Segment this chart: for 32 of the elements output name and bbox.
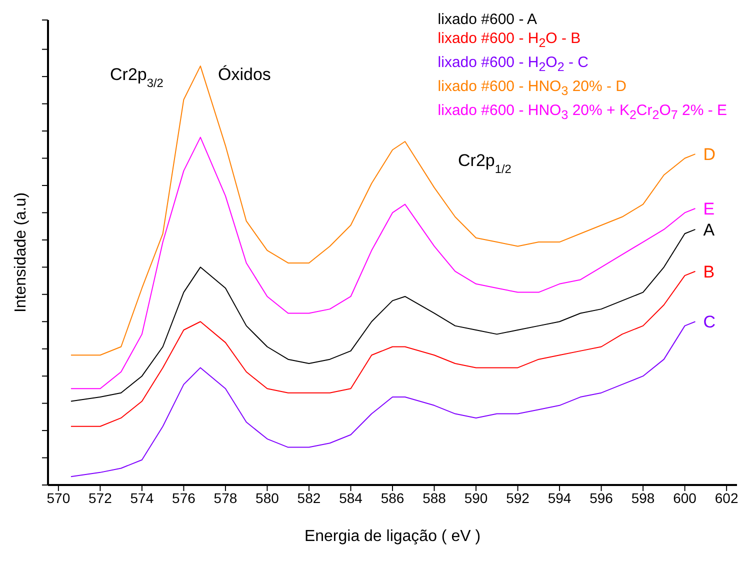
annotation: E xyxy=(703,200,715,219)
x-tick-label: 598 xyxy=(631,490,655,506)
x-tick-label: 584 xyxy=(339,490,363,506)
annotation: Óxidos xyxy=(218,65,271,84)
x-tick-label: 586 xyxy=(380,490,404,506)
text: lixado #600 - HNO$_{3}$ 20% - D xyxy=(438,77,628,100)
x-tick-label: 572 xyxy=(88,490,112,506)
y-axis-title: Intensidade (a.u) xyxy=(12,192,30,313)
annotation: Cr2p$_{3/2}$ xyxy=(110,65,164,90)
x-tick-label: 602 xyxy=(714,490,738,506)
x-tick-label: 580 xyxy=(256,490,280,506)
x-tick-label: 582 xyxy=(297,490,321,506)
x-tick-label: 600 xyxy=(673,490,697,506)
annotation: Cr2p$_{1/2}$ xyxy=(458,151,512,176)
text: lixado #600 - H$_{2}$O - B xyxy=(438,29,582,52)
x-tick-label: 590 xyxy=(464,490,488,506)
x-tick-label: 592 xyxy=(506,490,530,506)
x-axis-title: Energia de ligação ( eV ) xyxy=(304,528,481,545)
annotation: A xyxy=(703,220,716,240)
text: lixado #600 - H$_{2}$O$_{2}$ - C xyxy=(438,53,590,76)
annotation: D xyxy=(703,145,716,164)
x-tick-label: 596 xyxy=(590,490,614,506)
x-tick-label: 588 xyxy=(422,490,446,506)
x-tick-label: 576 xyxy=(172,490,196,506)
x-tick-label: 594 xyxy=(548,490,572,506)
x-tick-label: 570 xyxy=(46,490,70,506)
text: lixado #600 - HNO$_{3}$ 20% + K$_{2}$Cr$_{2}$O$_{7}$ 2% - E xyxy=(438,102,727,122)
annotation: B xyxy=(703,262,715,282)
x-tick-label: 574 xyxy=(130,490,154,506)
x-tick-label: 578 xyxy=(214,490,238,506)
annotation: C xyxy=(703,312,716,332)
text: lixado #600 - A xyxy=(438,10,538,29)
